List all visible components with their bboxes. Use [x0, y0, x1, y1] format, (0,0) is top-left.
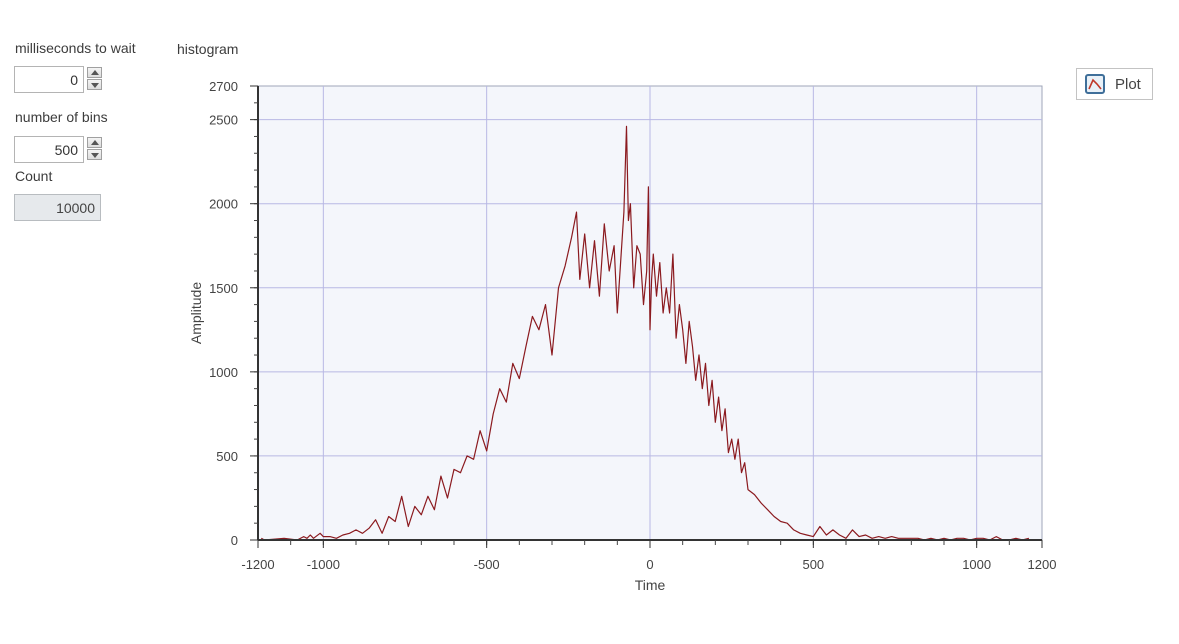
- increment-arrow-icon[interactable]: [87, 137, 102, 148]
- number-of-bins-spinner[interactable]: [87, 137, 104, 161]
- y-tick-label: 2500: [209, 113, 238, 128]
- y-tick-label: 0: [231, 533, 238, 548]
- x-tick-label: 500: [802, 557, 824, 572]
- number-of-bins-input[interactable]: 500: [14, 136, 84, 163]
- chart-title: histogram: [177, 41, 238, 57]
- y-tick-label: 2700: [209, 79, 238, 94]
- x-tick-label: 1200: [1028, 557, 1057, 572]
- ms-to-wait-spinner[interactable]: [87, 67, 104, 91]
- y-tick-label: 1500: [209, 281, 238, 296]
- decrement-arrow-icon[interactable]: [87, 79, 102, 90]
- x-tick-label: -1200: [241, 557, 274, 572]
- y-tick-label: 500: [216, 449, 238, 464]
- x-tick-label: 1000: [962, 557, 991, 572]
- plot-button-label: Plot: [1115, 76, 1141, 93]
- decrement-arrow-icon[interactable]: [87, 149, 102, 160]
- axes: -1200 -1000 -500 0 500 1000 1200 0 500 1000 1500 20…: [209, 79, 1056, 572]
- x-axis-label: Time: [635, 577, 666, 593]
- y-axis-label: Amplitude: [188, 282, 204, 344]
- count-label: Count: [15, 168, 53, 184]
- number-of-bins-label: number of bins: [15, 109, 108, 125]
- ms-to-wait-label: milliseconds to wait: [15, 40, 136, 56]
- y-tick-label: 2000: [209, 197, 238, 212]
- increment-arrow-icon[interactable]: [87, 67, 102, 78]
- y-tick-label: 1000: [209, 365, 238, 380]
- line-chart-icon: [1085, 74, 1105, 94]
- ms-to-wait-input[interactable]: 0: [14, 66, 84, 93]
- plot-button[interactable]: Plot: [1076, 68, 1153, 100]
- count-display: 10000: [14, 194, 101, 221]
- series-layer: [261, 125, 1030, 541]
- x-tick-label: -1000: [307, 557, 340, 572]
- histogram-series-line: [261, 125, 1030, 541]
- grid-lines: [258, 86, 1042, 540]
- x-tick-label: -500: [474, 557, 500, 572]
- x-tick-label: 0: [646, 557, 653, 572]
